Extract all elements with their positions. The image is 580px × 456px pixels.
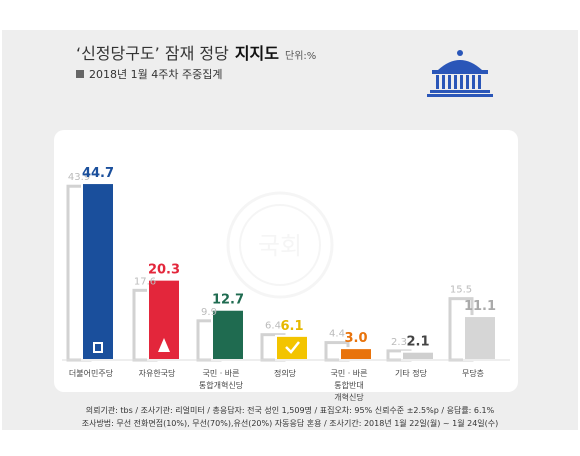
value-label-prev: 9.9 [201, 307, 217, 318]
category-label: 정의당 [274, 368, 297, 378]
category-label: 자유한국당 [139, 368, 176, 378]
bar-current [401, 350, 435, 361]
category-label: 무당층 [462, 368, 484, 378]
national-assembly-icon [427, 50, 493, 97]
footer: 의뢰기관: tbs / 조사기관: 리얼미터 / 총응답자: 전국 성인 1,5… [0, 404, 580, 430]
title-row: ‘신정당구도’ 잠재 정당 지지도 단위:% [76, 40, 316, 64]
value-label-prev: 6.4 [265, 321, 281, 332]
chart-subtitle: 2018년 1월 4주차 주중집계 [89, 68, 223, 81]
labels-layer: 43.944.7 더불어민주당 17.620.3 자유한국당 9.912.7 국민 · 바… [68, 166, 496, 402]
watermark-seal: 국회 [226, 191, 334, 299]
value-label-prev: 17.6 [134, 276, 156, 287]
value-label-current: 6.1 [280, 319, 303, 334]
bar-current [339, 347, 373, 361]
category-label: 통합개혁신당 [199, 380, 244, 390]
value-label-prev: 4.4 [329, 329, 345, 340]
value-label-prev: 15.5 [450, 285, 472, 296]
category-label: 더불어민주당 [69, 368, 114, 378]
party-logo-inner [95, 344, 101, 351]
check-icon [285, 341, 300, 354]
value-label-prev: 2.3 [391, 337, 407, 348]
value-label-current: 3.0 [344, 331, 367, 346]
category-label: 기타 정당 [395, 368, 428, 378]
category-label: 국민 · 바른 [202, 368, 239, 378]
footer-line-1: 의뢰기관: tbs / 조사기관: 리얼미터 / 총응답자: 전국 성인 1,5… [85, 406, 495, 415]
category-label: 개혁신당 [334, 392, 364, 402]
value-label-current: 12.7 [212, 293, 244, 308]
bar-current [275, 334, 309, 361]
square-bullet-icon [76, 70, 84, 78]
unit-label: 단위:% [285, 51, 317, 62]
subtitle-row: 2018년 1월 4주차 주중집계 [76, 66, 222, 82]
value-label-prev: 43.9 [68, 172, 90, 183]
bar-current [81, 182, 115, 361]
value-label-current: 11.1 [464, 299, 496, 314]
chart-title: ‘신정당구도’ 잠재 정당 [76, 44, 229, 63]
category-label: 통합반대 [334, 381, 363, 390]
bars-layer [66, 182, 497, 362]
chart-title-bold: 지지도 [234, 44, 279, 63]
bar-current [463, 315, 497, 361]
value-label-current: 44.7 [82, 166, 114, 181]
value-label-current: 2.1 [406, 335, 429, 350]
category-label: 국민 · 바른 [330, 368, 367, 378]
value-label-current: 20.3 [148, 263, 180, 278]
party-logo-icon [158, 338, 170, 352]
footer-line-2: 조사방법: 무선 전화면접(10%), 무선(70%),유선(20%) 자동응답… [81, 419, 499, 428]
watermark-text: 국회 [258, 232, 302, 260]
